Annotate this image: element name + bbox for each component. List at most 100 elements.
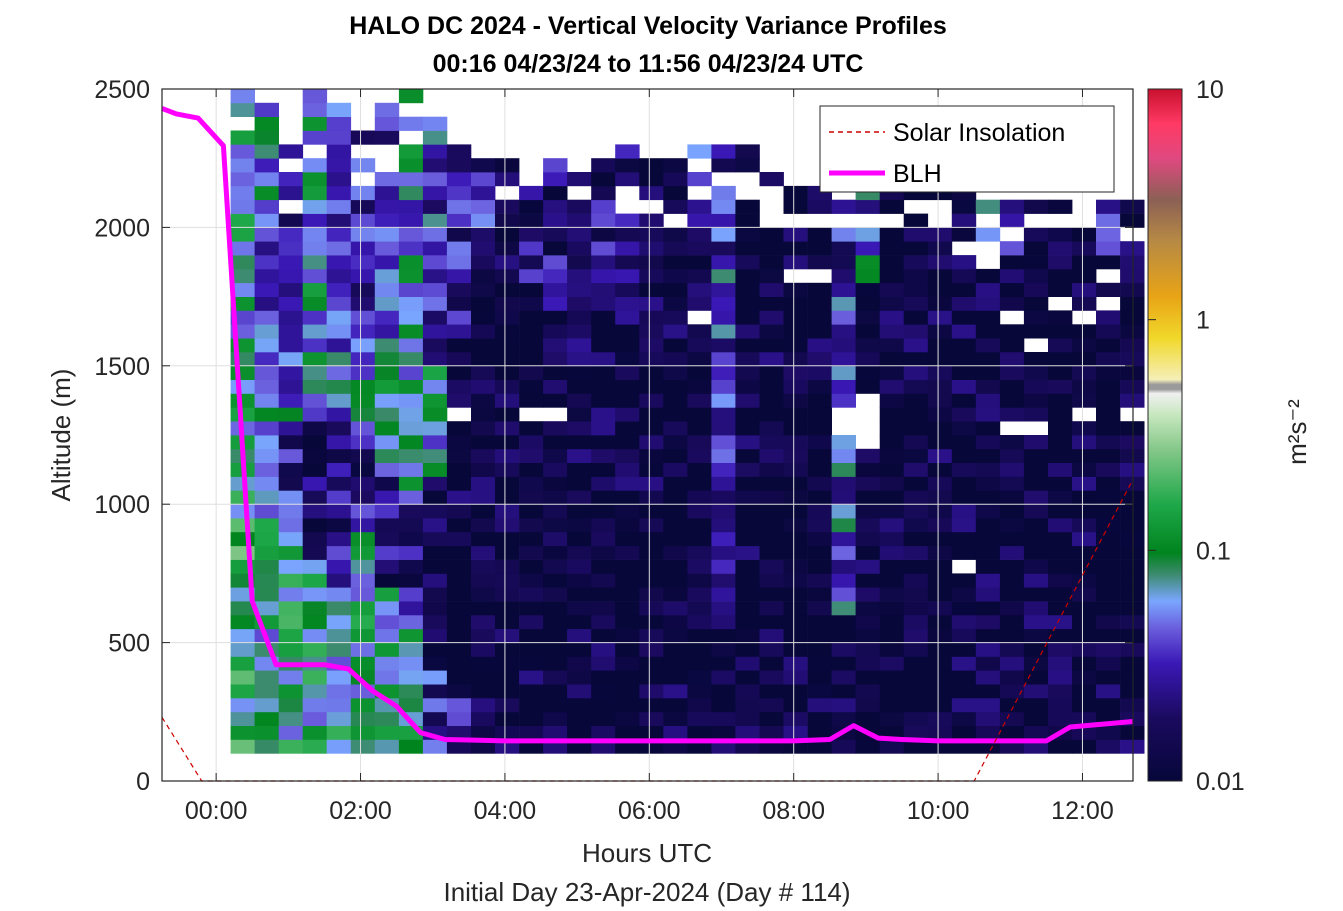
- heatmap-cell: [663, 670, 688, 685]
- heatmap-cell: [374, 310, 400, 325]
- heatmap-cell: [975, 227, 1001, 242]
- heatmap-cell: [807, 698, 832, 713]
- plot-frame: [161, 88, 1134, 782]
- heatmap-cell: [711, 614, 736, 630]
- heatmap-cell: [302, 462, 328, 477]
- heatmap-cell: [783, 545, 808, 560]
- heatmap-cell: [1096, 684, 1121, 699]
- heatmap-cell: [519, 587, 544, 602]
- heatmap-cell: [278, 698, 304, 713]
- heatmap-cell: [519, 670, 544, 685]
- heatmap-cell: [1120, 642, 1145, 657]
- heatmap-cell: [230, 698, 255, 713]
- heatmap-cell: [615, 476, 640, 491]
- heatmap-cell: [783, 642, 808, 657]
- heatmap-cell: [1072, 656, 1097, 671]
- heatmap-cell: [879, 227, 905, 242]
- heatmap-cell: [759, 268, 784, 284]
- heatmap-cell: [975, 393, 1001, 408]
- heatmap-cell: [927, 725, 953, 740]
- heatmap-cell: [975, 379, 1001, 394]
- heatmap-cell: [495, 587, 520, 602]
- heatmap-cell: [783, 365, 808, 380]
- heatmap-cell: [446, 711, 472, 726]
- heatmap-cell: [1023, 518, 1049, 533]
- heatmap-cell: [326, 462, 352, 477]
- heatmap-cell: [543, 531, 568, 547]
- heatmap-cell: [951, 435, 977, 450]
- heatmap-cell: [591, 601, 616, 616]
- heatmap-cell: [831, 241, 856, 256]
- heatmap-cell: [422, 144, 448, 159]
- heatmap-cell: [1120, 379, 1145, 394]
- heatmap-cell: [903, 393, 929, 408]
- heatmap-cell: [639, 614, 664, 630]
- heatmap-cell: [278, 448, 304, 463]
- heatmap-cell: [446, 255, 472, 270]
- heatmap-cell: [302, 725, 328, 740]
- heatmap-cell: [879, 698, 905, 713]
- heatmap-cell: [1120, 199, 1145, 214]
- heatmap-cell: [567, 518, 592, 533]
- heatmap-cell: [230, 531, 255, 547]
- heatmap-cell: [663, 379, 688, 394]
- heatmap-cell: [999, 268, 1025, 284]
- heatmap-cell: [350, 462, 376, 477]
- heatmap-cell: [278, 172, 304, 187]
- heatmap-cell: [230, 614, 255, 630]
- heatmap-cell: [495, 268, 520, 284]
- heatmap-cell: [831, 255, 856, 270]
- heatmap-cell: [975, 407, 1001, 422]
- heatmap-cell: [398, 504, 424, 519]
- heatmap-cell: [615, 255, 640, 270]
- heatmap-cell: [879, 379, 905, 394]
- heatmap-cell: [567, 628, 592, 643]
- heatmap-cell: [278, 435, 304, 450]
- heatmap-cell: [1023, 448, 1049, 463]
- heatmap-cell: [350, 352, 376, 367]
- heatmap-cell: [230, 490, 255, 505]
- heatmap-cell: [519, 684, 544, 699]
- heatmap-cell: [254, 587, 279, 602]
- heatmap-cell: [951, 393, 977, 408]
- heatmap-cell: [1023, 531, 1049, 547]
- heatmap-cell: [374, 476, 400, 491]
- heatmap-cell: [615, 504, 640, 519]
- heatmap-cell: [446, 393, 472, 408]
- heatmap-cell: [903, 587, 929, 602]
- heatmap-cell: [591, 310, 616, 325]
- heatmap-cell: [446, 614, 472, 630]
- heatmap-cell: [495, 393, 520, 408]
- heatmap-cell: [374, 435, 400, 450]
- heatmap-cell: [519, 656, 544, 671]
- heatmap-cell: [807, 324, 832, 339]
- heatmap-cell: [567, 642, 592, 657]
- heatmap-cell: [543, 172, 568, 187]
- heatmap-cell: [374, 393, 400, 408]
- heatmap-cell: [495, 296, 520, 311]
- heatmap-cell: [1120, 518, 1145, 533]
- heatmap-cell: [687, 476, 712, 491]
- heatmap-cell: [831, 393, 856, 408]
- heatmap-cell: [927, 476, 953, 491]
- heatmap-cell: [519, 199, 544, 214]
- heatmap-cell: [807, 227, 832, 242]
- heatmap-cell: [759, 601, 784, 616]
- heatmap-cell: [446, 725, 472, 740]
- heatmap-cell: [831, 310, 856, 325]
- heatmap-cell: [975, 365, 1001, 380]
- heatmap-cell: [735, 310, 760, 325]
- heatmap-cell: [495, 531, 520, 547]
- heatmap-cell: [639, 698, 664, 713]
- legend-box: [819, 105, 1115, 193]
- heatmap-cell: [519, 573, 544, 588]
- heatmap-cell: [495, 545, 520, 560]
- heatmap-cell: [951, 725, 977, 740]
- heatmap-cell: [687, 642, 712, 657]
- heatmap-cell: [422, 130, 448, 145]
- heatmap-cell: [567, 393, 592, 408]
- heatmap-cell: [446, 545, 472, 560]
- heatmap-cell: [519, 379, 544, 394]
- heatmap-cell: [999, 462, 1025, 477]
- heatmap-cell: [374, 172, 400, 187]
